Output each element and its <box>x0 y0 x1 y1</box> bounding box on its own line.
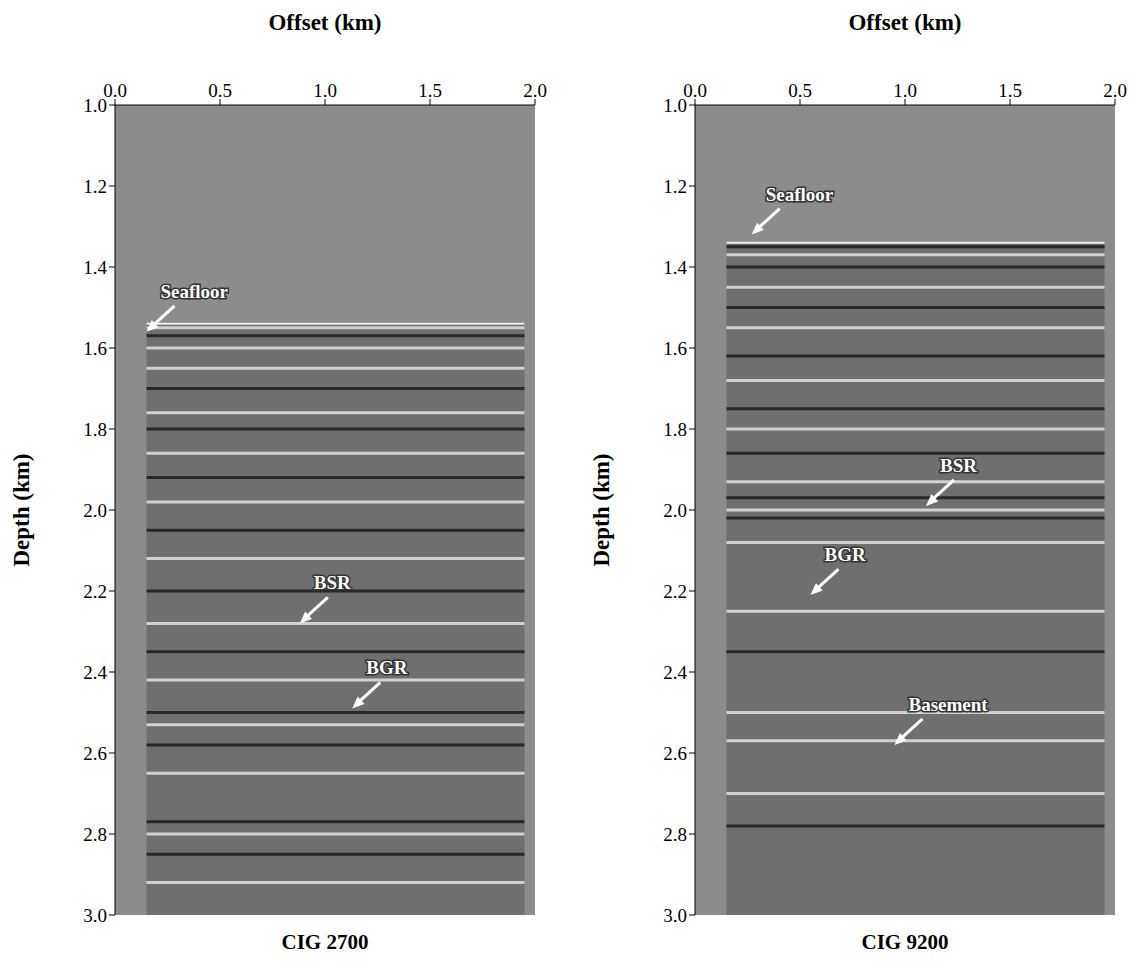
svg-text:1.5: 1.5 <box>998 80 1022 101</box>
svg-text:2.6: 2.6 <box>83 743 107 764</box>
svg-text:Depth (km): Depth (km) <box>9 453 34 566</box>
svg-text:0.0: 0.0 <box>683 80 707 101</box>
svg-text:2.4: 2.4 <box>83 662 107 683</box>
svg-text:2.0: 2.0 <box>1103 80 1127 101</box>
svg-text:BGR: BGR <box>825 544 866 565</box>
svg-text:3.0: 3.0 <box>83 905 107 925</box>
svg-text:0.0: 0.0 <box>103 80 127 101</box>
svg-text:Basement: Basement <box>909 694 989 715</box>
svg-text:1.6: 1.6 <box>83 338 107 359</box>
svg-text:Seafloor: Seafloor <box>766 184 834 205</box>
svg-text:3.0: 3.0 <box>663 905 687 925</box>
svg-text:BGR: BGR <box>366 657 407 678</box>
svg-text:BSR: BSR <box>940 455 977 476</box>
svg-text:1.0: 1.0 <box>83 95 107 116</box>
svg-text:1.4: 1.4 <box>663 257 687 278</box>
svg-text:2.0: 2.0 <box>523 80 547 101</box>
svg-text:1.2: 1.2 <box>83 176 107 197</box>
svg-text:0.5: 0.5 <box>788 80 812 101</box>
svg-text:0.5: 0.5 <box>208 80 232 101</box>
svg-text:BSR: BSR <box>314 572 351 593</box>
svg-text:2.6: 2.6 <box>663 743 687 764</box>
html-text:CIG 9200: CIG 9200 <box>861 930 949 954</box>
svg-text:2.2: 2.2 <box>663 581 687 602</box>
svg-text:Seafloor: Seafloor <box>161 281 229 302</box>
svg-text:1.8: 1.8 <box>663 419 687 440</box>
svg-text:1.6: 1.6 <box>663 338 687 359</box>
svg-text:2.8: 2.8 <box>83 824 107 845</box>
svg-text:1.0: 1.0 <box>663 95 687 116</box>
svg-text:2.0: 2.0 <box>663 500 687 521</box>
svg-text:1.4: 1.4 <box>83 257 107 278</box>
svg-text:Offset (km): Offset (km) <box>268 10 381 35</box>
svg-text:2.2: 2.2 <box>83 581 107 602</box>
svg-text:2.0: 2.0 <box>83 500 107 521</box>
svg-text:Offset (km): Offset (km) <box>848 10 961 35</box>
svg-text:1.2: 1.2 <box>663 176 687 197</box>
svg-text:2.4: 2.4 <box>663 662 687 683</box>
svg-text:2.8: 2.8 <box>663 824 687 845</box>
svg-text:1.0: 1.0 <box>893 80 917 101</box>
svg-text:1.8: 1.8 <box>83 419 107 440</box>
svg-text:1.0: 1.0 <box>313 80 337 101</box>
svg-text:Depth (km): Depth (km) <box>589 453 614 566</box>
html-text:CIG 2700: CIG 2700 <box>281 930 369 954</box>
svg-text:1.5: 1.5 <box>418 80 442 101</box>
